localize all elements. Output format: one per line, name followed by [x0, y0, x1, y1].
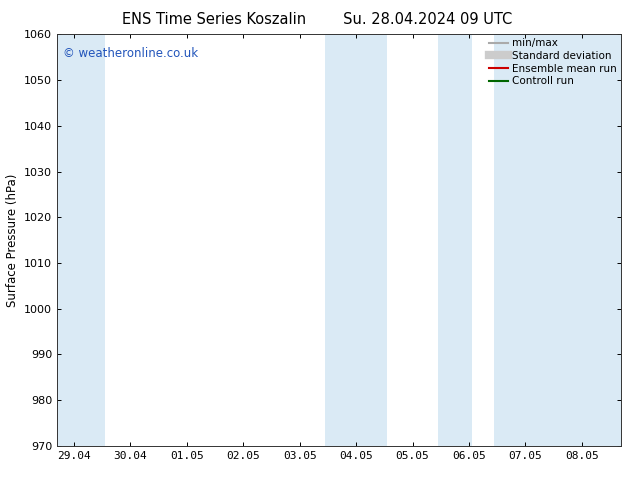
Bar	[57, 34, 105, 446]
Y-axis label: Surface Pressure (hPa): Surface Pressure (hPa)	[6, 173, 18, 307]
Bar	[495, 34, 621, 446]
Text: © weatheronline.co.uk: © weatheronline.co.uk	[63, 47, 198, 60]
Bar	[438, 34, 472, 446]
Legend: min/max, Standard deviation, Ensemble mean run, Controll run: min/max, Standard deviation, Ensemble me…	[488, 36, 619, 88]
Text: ENS Time Series Koszalin        Su. 28.04.2024 09 UTC: ENS Time Series Koszalin Su. 28.04.2024 …	[122, 12, 512, 27]
Bar	[325, 34, 387, 446]
